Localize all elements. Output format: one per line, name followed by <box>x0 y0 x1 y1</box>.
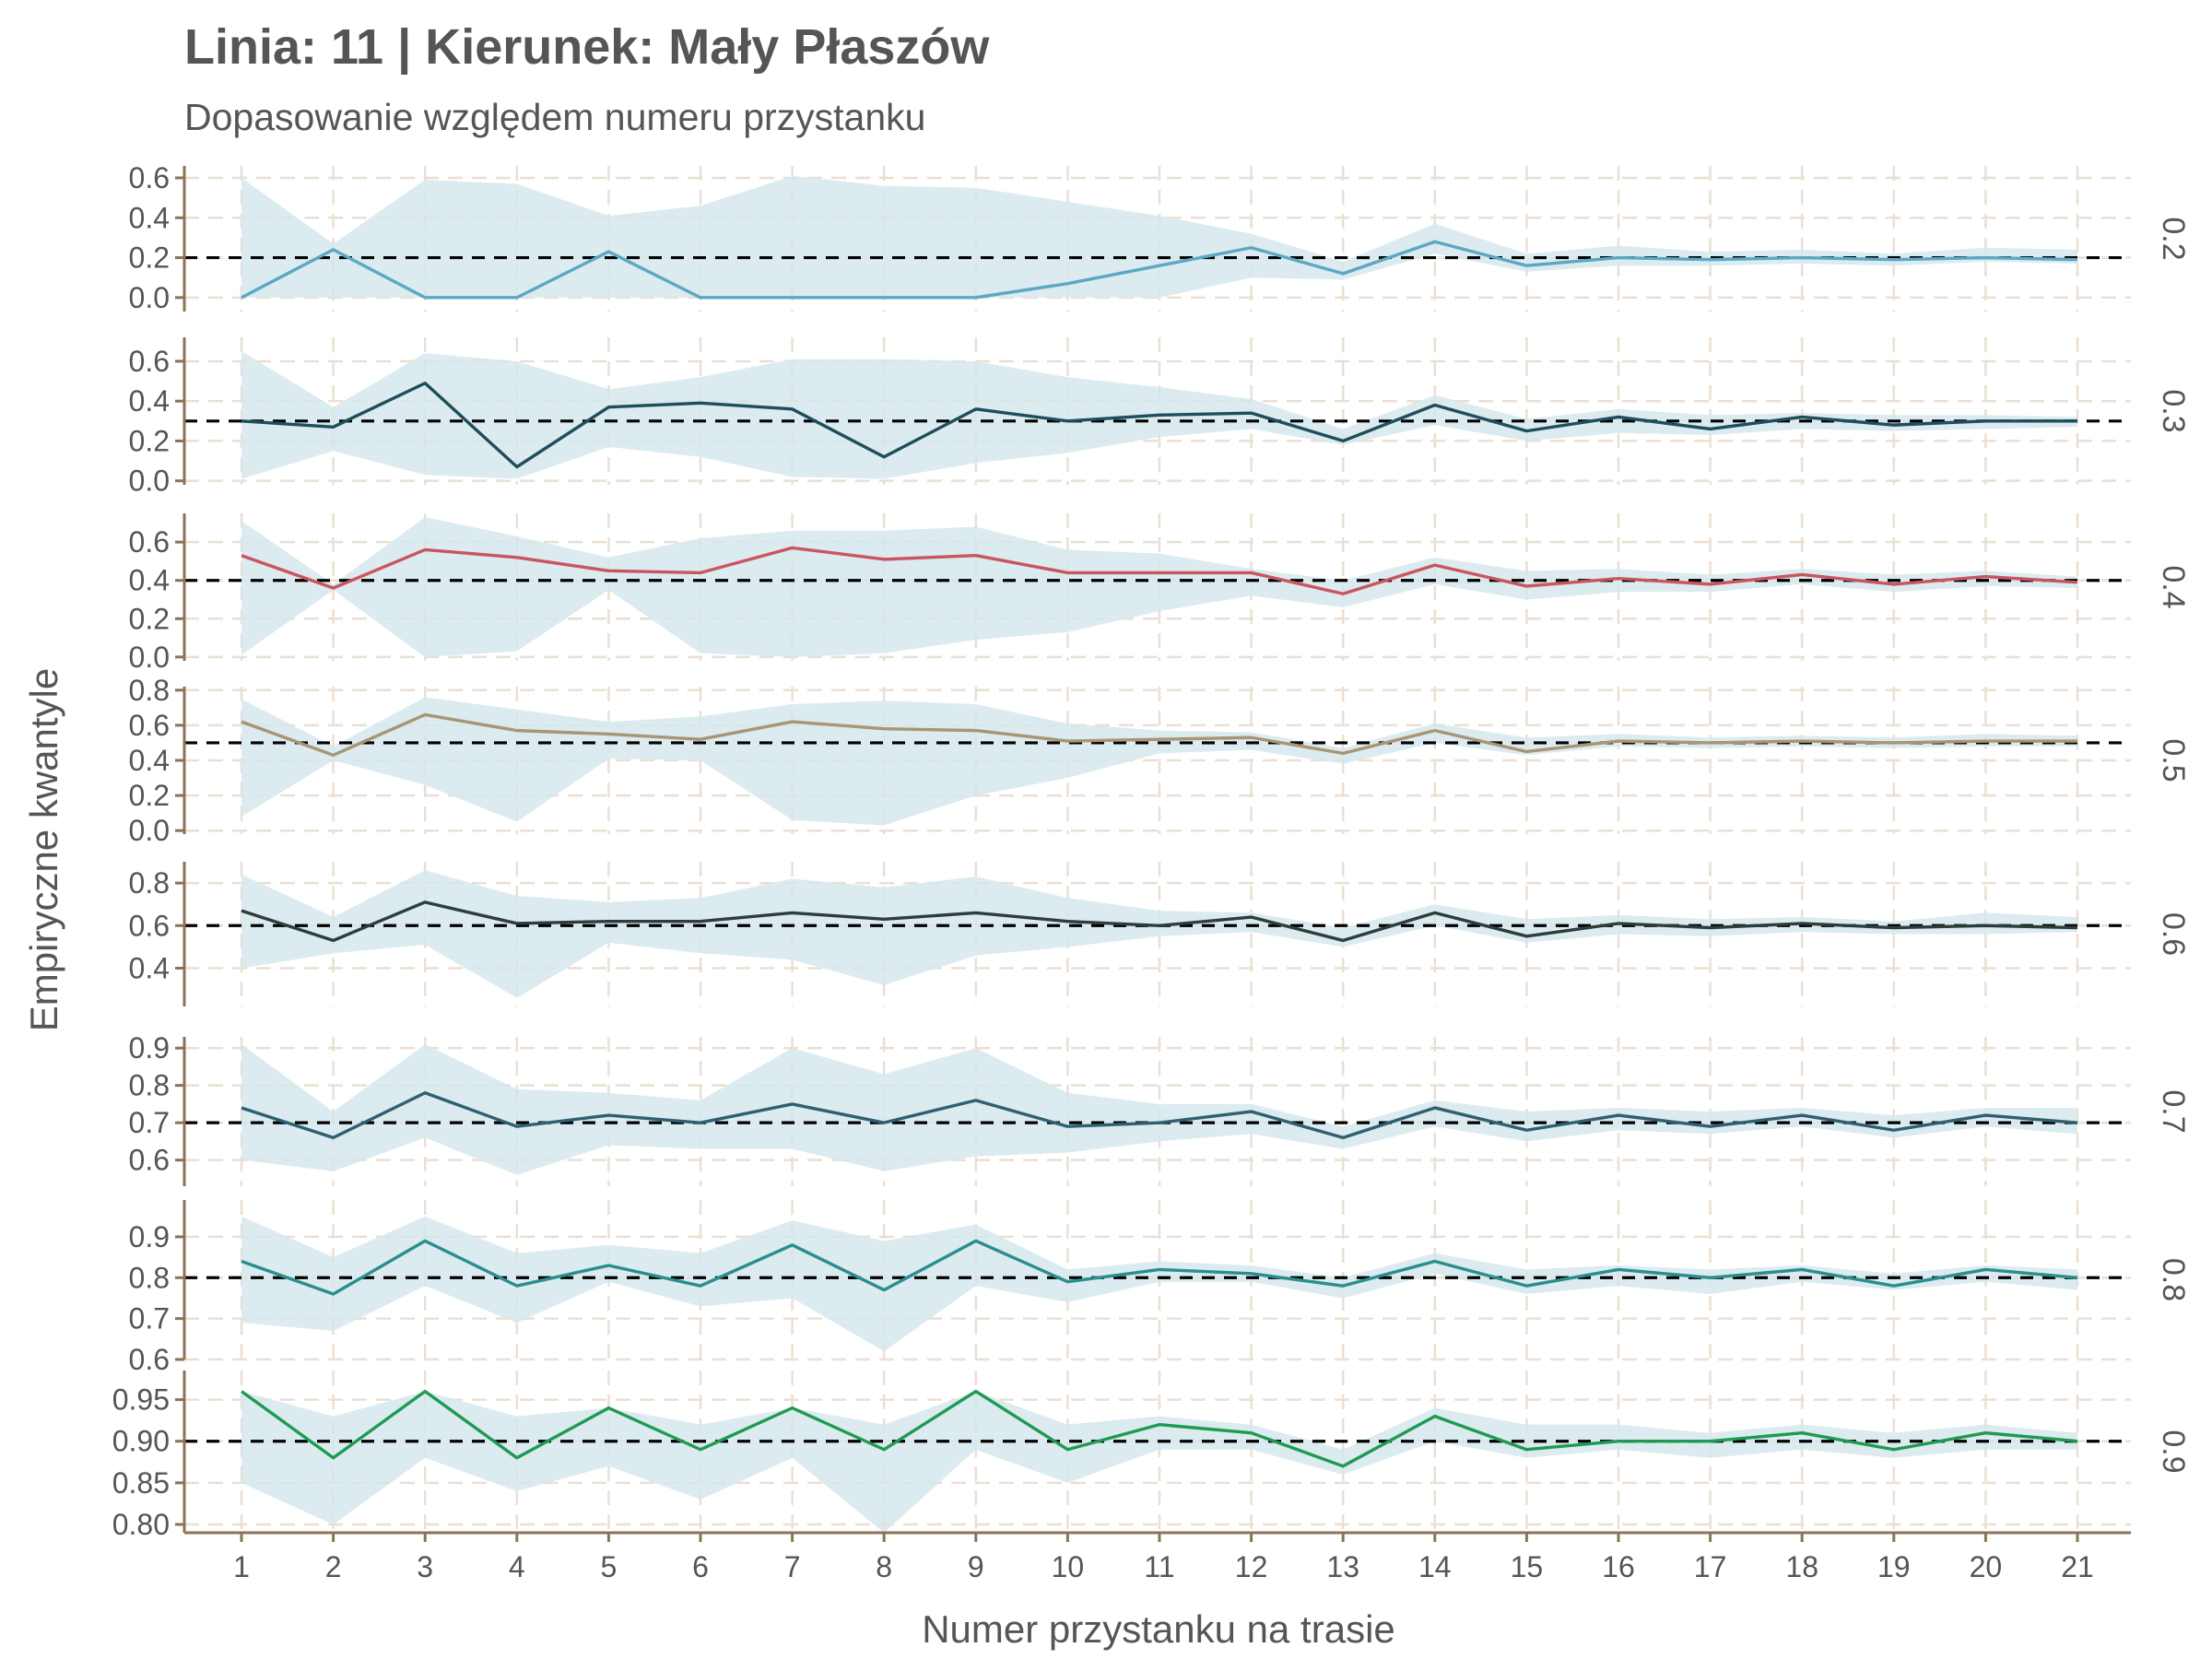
x-tick-label: 16 <box>1602 1550 1635 1583</box>
y-tick-label: 0.85 <box>112 1466 170 1500</box>
confidence-band <box>241 1044 2077 1175</box>
y-tick-label: 0.6 <box>129 161 170 194</box>
x-tick-label: 1 <box>233 1550 250 1583</box>
confidence-band <box>241 1216 2077 1352</box>
facet-strip-label: 0.4 <box>2156 565 2191 608</box>
x-tick-label: 4 <box>509 1550 525 1583</box>
facet-panel-0.2: 0.0 0.2 0.4 0.6 0.2 <box>129 161 2191 314</box>
confidence-band <box>241 1391 2077 1533</box>
x-tick-label: 2 <box>325 1550 342 1583</box>
x-tick-label: 14 <box>1418 1550 1452 1583</box>
y-tick-label: 0.2 <box>129 241 170 275</box>
y-tick-label: 0.6 <box>129 1343 170 1376</box>
y-tick-label: 0.6 <box>129 709 170 742</box>
facet-panels: 0.00.20.40.60.20.00.20.40.60.30.00.20.40… <box>112 161 2191 1541</box>
y-tick-label: 0.8 <box>129 674 170 707</box>
quantile-series-line <box>241 546 2078 595</box>
y-tick-label: 0.90 <box>112 1425 170 1458</box>
y-tick-label: 0.9 <box>129 1220 170 1253</box>
x-tick-label: 9 <box>968 1550 984 1583</box>
facet-strip-label: 0.8 <box>2156 1258 2191 1301</box>
x-axis: 1 2 3 4 5 6 7 8 9 10 11 12 13 14 15 16 17 18 19 20 21 <box>184 1531 2131 1583</box>
y-tick-label: 0.8 <box>129 866 170 900</box>
x-tick-label: 13 <box>1326 1550 1359 1583</box>
y-tick-label: 0.0 <box>129 814 170 847</box>
x-tick-label: 12 <box>1235 1550 1268 1583</box>
x-tick-label: 18 <box>1785 1550 1818 1583</box>
y-tick-label: 0.4 <box>129 564 170 597</box>
y-axis-label: Empiryczne kwantyle <box>22 668 65 1031</box>
facet-panel-0.7: 0.6 0.7 0.8 0.9 0.7 <box>129 1031 2191 1186</box>
y-tick-label: 0.2 <box>129 602 170 635</box>
y-tick-label: 0.8 <box>129 1069 170 1102</box>
y-tick-label: 0.8 <box>129 1261 170 1294</box>
x-tick-label: 10 <box>1052 1550 1085 1583</box>
facet-strip-label: 0.6 <box>2156 912 2191 956</box>
quantile-series-line <box>241 382 2077 469</box>
x-tick-label: 15 <box>1511 1550 1544 1583</box>
y-tick-label: 0.0 <box>129 281 170 314</box>
y-tick-label: 0.2 <box>129 424 170 457</box>
y-tick-label: 0.0 <box>129 465 170 498</box>
facet-strip-label: 0.2 <box>2156 217 2191 260</box>
y-tick-label: 0.4 <box>129 744 170 777</box>
y-tick-label: 0.4 <box>129 201 170 234</box>
y-tick-label: 0.4 <box>129 951 170 984</box>
facet-panel-0.9: 0.80 0.85 0.90 0.95 0.9 <box>112 1371 2191 1541</box>
y-tick-label: 0.9 <box>129 1031 170 1065</box>
x-tick-label: 17 <box>1694 1550 1727 1583</box>
quantile-series-line <box>241 1091 2078 1140</box>
facet-panel-0.6: 0.4 0.6 0.8 0.6 <box>129 862 2191 1006</box>
y-tick-label: 0.0 <box>129 641 170 674</box>
y-tick-label: 0.2 <box>129 779 170 812</box>
y-tick-label: 0.6 <box>129 345 170 378</box>
confidence-band <box>241 517 2077 657</box>
x-tick-label: 7 <box>784 1550 801 1583</box>
facet-strip-label: 0.3 <box>2156 389 2191 432</box>
x-tick-label: 11 <box>1144 1550 1174 1583</box>
chart-subtitle: Dopasowanie względem numeru przystanku <box>184 96 926 138</box>
facet-strip-label: 0.7 <box>2156 1089 2191 1133</box>
y-tick-label: 0.4 <box>129 384 170 418</box>
x-tick-label: 3 <box>417 1550 433 1583</box>
chart-title: Linia: 11 | Kierunek: Mały Płaszów <box>184 19 990 75</box>
y-tick-label: 0.7 <box>129 1302 170 1335</box>
x-tick-label: 19 <box>1877 1550 1911 1583</box>
x-axis-label: Numer przystanku na trasie <box>922 1607 1395 1651</box>
quantile-series-line <box>241 1239 2078 1296</box>
y-tick-label: 0.7 <box>129 1106 170 1139</box>
confidence-band <box>241 697 2077 826</box>
quantile-series-line <box>241 712 2077 757</box>
facet-panel-0.4: 0.0 0.2 0.4 0.6 0.4 <box>129 513 2191 674</box>
x-tick-label: 21 <box>2061 1550 2094 1583</box>
y-tick-label: 0.6 <box>129 525 170 559</box>
facet-panel-0.5: 0.00.20.40.60.8 0.5 <box>129 674 2191 847</box>
x-tick-label: 20 <box>1970 1550 2003 1583</box>
quantile-series-line <box>241 240 2078 300</box>
y-tick-label: 0.80 <box>112 1508 170 1541</box>
confidence-band <box>241 870 2077 998</box>
facet-panel-0.3: 0.0 0.2 0.4 0.6 0.3 <box>129 337 2191 498</box>
y-tick-label: 0.6 <box>129 909 170 942</box>
facet-strip-label: 0.9 <box>2156 1430 2191 1473</box>
quantile-series-line <box>241 900 2078 943</box>
facet-panel-0.8: 0.6 0.7 0.8 0.9 0.8 <box>129 1200 2191 1376</box>
y-tick-label: 0.6 <box>129 1144 170 1177</box>
x-tick-label: 8 <box>876 1550 892 1583</box>
quantile-series-line <box>241 1389 2078 1468</box>
x-tick-label: 6 <box>692 1550 709 1583</box>
y-tick-label: 0.95 <box>112 1383 170 1417</box>
x-tick-label: 5 <box>601 1550 618 1583</box>
confidence-band <box>241 175 2077 298</box>
facet-strip-label: 0.5 <box>2156 738 2191 782</box>
